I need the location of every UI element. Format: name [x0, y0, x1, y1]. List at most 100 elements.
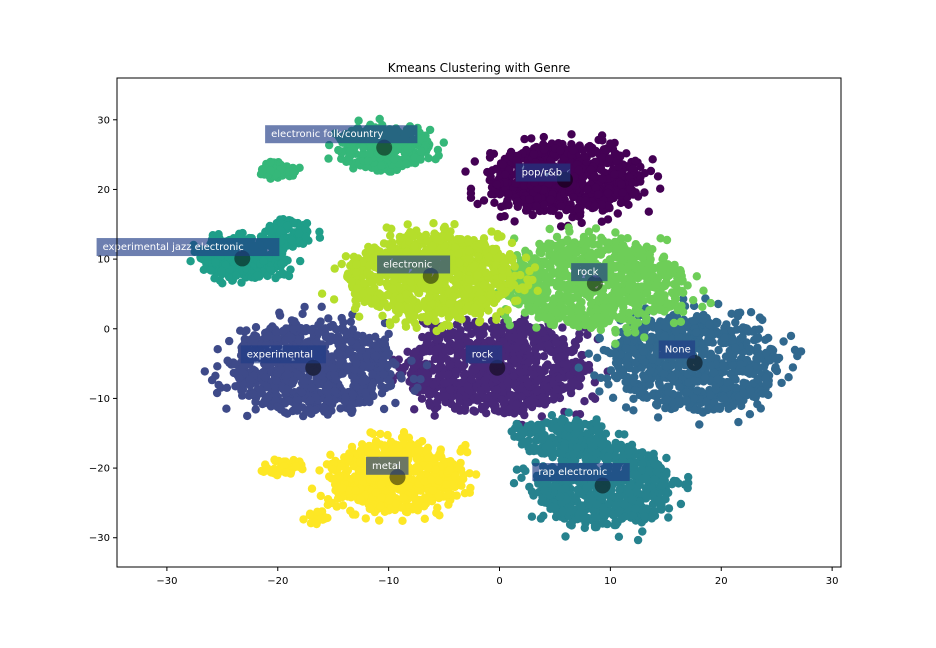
data-point [572, 204, 582, 213]
data-point [425, 401, 435, 410]
data-point [213, 345, 222, 354]
data-point [432, 335, 442, 344]
data-point [758, 315, 767, 325]
data-point [611, 452, 620, 461]
data-point [590, 371, 599, 380]
data-point [540, 145, 549, 154]
data-point [432, 398, 441, 407]
data-point [734, 417, 743, 427]
data-point [580, 523, 589, 533]
data-point [630, 189, 639, 198]
data-point [186, 257, 195, 266]
data-point [608, 393, 618, 402]
data-point [639, 347, 648, 356]
data-point [624, 446, 634, 456]
data-point [574, 363, 583, 372]
data-point [212, 388, 222, 398]
data-point [669, 280, 679, 289]
data-point [704, 337, 713, 347]
data-point [271, 273, 280, 283]
data-point [416, 147, 426, 156]
data-point [659, 369, 669, 378]
data-point [479, 196, 489, 205]
data-point [490, 198, 499, 207]
data-point [719, 394, 729, 404]
data-point [529, 150, 539, 159]
data-point [616, 169, 625, 178]
data-point [731, 343, 740, 353]
data-point [653, 172, 663, 181]
data-point [578, 146, 588, 155]
data-point [648, 155, 657, 164]
data-point [235, 374, 244, 383]
data-point [661, 403, 670, 413]
data-point [314, 320, 323, 330]
data-point [251, 323, 261, 332]
data-point [728, 361, 738, 370]
data-point [664, 388, 673, 398]
data-point [506, 390, 515, 399]
data-point [336, 356, 345, 365]
data-point [510, 332, 519, 342]
data-point [575, 410, 585, 419]
data-point [596, 373, 606, 382]
data-point [510, 355, 519, 365]
data-point [348, 390, 357, 399]
data-point [492, 329, 501, 339]
data-point [330, 370, 339, 380]
data-point [222, 383, 232, 392]
data-point [471, 365, 480, 375]
data-point [710, 398, 719, 407]
data-point [275, 308, 284, 317]
data-point [664, 513, 673, 522]
data-point [362, 351, 371, 360]
data-point [642, 393, 652, 402]
data-point [692, 328, 701, 337]
data-point [279, 326, 288, 335]
data-point [391, 398, 400, 408]
data-point [764, 390, 773, 400]
data-point [727, 327, 737, 336]
data-point [603, 519, 612, 529]
data-point [597, 217, 606, 226]
data-point [664, 504, 674, 513]
data-point [641, 473, 651, 482]
data-point [689, 405, 698, 414]
data-point [284, 396, 293, 406]
data-point [651, 400, 661, 409]
data-point [378, 356, 388, 365]
data-point [528, 333, 537, 342]
data-point [657, 505, 666, 514]
data-point [613, 359, 622, 369]
data-point [622, 344, 631, 353]
data-point [238, 391, 247, 400]
data-point [689, 316, 698, 325]
data-point [586, 491, 595, 500]
data-point [556, 352, 565, 361]
data-point [278, 268, 287, 278]
data-point [524, 358, 533, 367]
data-point [520, 181, 529, 190]
data-point [597, 200, 607, 210]
data-point [410, 405, 419, 414]
data-point [323, 396, 333, 406]
data-point [334, 145, 343, 155]
data-point [341, 393, 350, 402]
data-point [481, 401, 490, 410]
data-point [684, 472, 693, 482]
data-point [539, 511, 548, 520]
data-point [516, 317, 525, 327]
data-point [328, 352, 337, 361]
data-point [655, 380, 664, 390]
data-point [614, 532, 624, 541]
data-point [583, 513, 592, 523]
data-point [642, 504, 651, 513]
data-point [527, 134, 536, 143]
data-point [629, 394, 638, 403]
data-point [298, 403, 307, 412]
data-point [714, 345, 723, 355]
data-point [661, 495, 670, 504]
data-point [611, 520, 621, 530]
data-point [492, 180, 502, 189]
data-point [463, 382, 472, 391]
